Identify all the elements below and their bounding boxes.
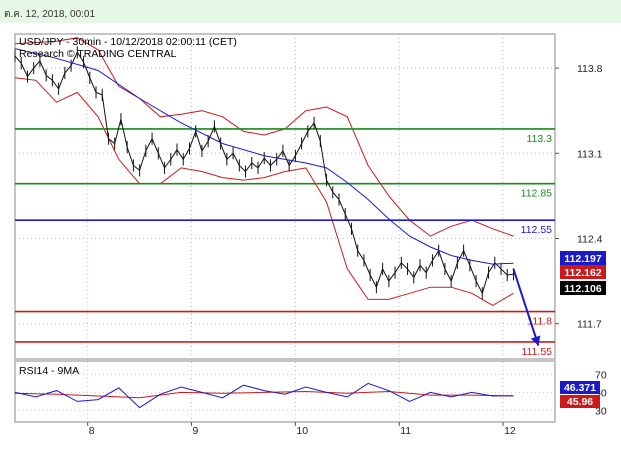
level-label: 111.8 <box>527 316 552 328</box>
price-tick-label: 112.4 <box>577 233 603 245</box>
price-box <box>560 265 606 279</box>
level-label: 111.55 <box>521 346 552 358</box>
rsi-ma-line <box>14 390 514 399</box>
price-line <box>14 51 514 295</box>
rsi-box <box>560 381 600 394</box>
rsi-tick-label: 50 <box>595 387 607 399</box>
price-box <box>560 251 606 265</box>
rsi-box <box>560 395 600 408</box>
rsi-box-label: 46.371 <box>564 382 596 394</box>
price-box-label: 112.106 <box>564 283 602 295</box>
price-tick-label: 113.8 <box>577 63 603 75</box>
time-tick-label: 12 <box>504 425 516 437</box>
price-box <box>560 281 606 295</box>
price-box-label: 112.162 <box>564 267 602 279</box>
chart-title: USD/JPY - 30min - 10/12/2018 02:00:11 (C… <box>19 36 237 48</box>
forecast-arrow-head <box>530 335 541 346</box>
date-label: ต.ค. 12, 2018, 00:01 <box>4 9 96 20</box>
main-plot-frame <box>14 33 556 360</box>
moving-average-line <box>14 48 514 265</box>
price-box-label: 112.197 <box>564 253 602 265</box>
level-label: 112.55 <box>521 224 552 236</box>
date-bar: ต.ค. 12, 2018, 00:01 <box>0 0 621 23</box>
bollinger-upper-line <box>14 37 514 237</box>
level-label: 112.85 <box>521 188 552 200</box>
rsi-box-label: 45.96 <box>567 396 593 408</box>
rsi-tick-label: 70 <box>595 369 607 381</box>
bollinger-lower-line <box>14 77 514 306</box>
rsi-title: RSI14 - 9MA <box>19 365 79 377</box>
price-tick-label: 113.1 <box>577 148 603 160</box>
time-tick-label: 10 <box>296 425 308 437</box>
chart-subtitle: Research © TRADING CENTRAL <box>19 48 177 60</box>
time-tick-label: 9 <box>193 425 199 437</box>
level-label: 113.3 <box>527 133 553 145</box>
rsi-line <box>14 382 514 409</box>
forecast-arrow-shaft <box>512 268 540 346</box>
time-tick-label: 8 <box>89 425 95 437</box>
rsi-tick-label: 30 <box>595 405 607 417</box>
time-tick-label: 11 <box>400 425 411 437</box>
price-tick-label: 111.7 <box>577 319 602 331</box>
